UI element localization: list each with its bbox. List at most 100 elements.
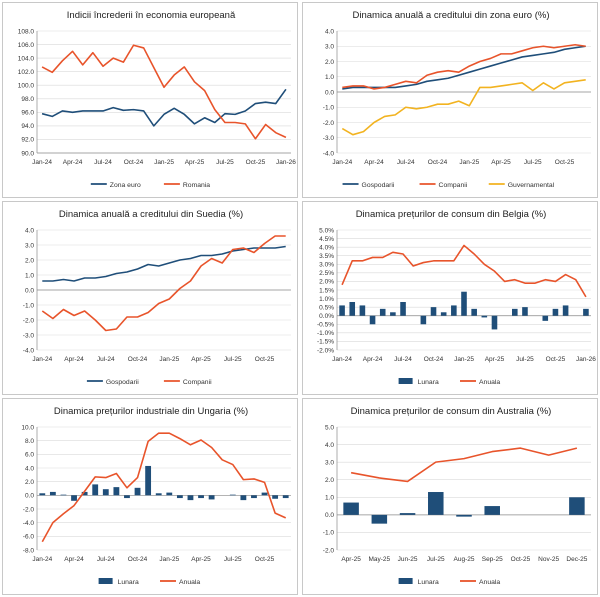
series-line-gospodarii: [342, 45, 586, 90]
bar-lunara: [49, 491, 56, 496]
bar-lunara: [145, 465, 152, 496]
x-tick-label: Jan-24: [32, 556, 52, 563]
y-tick-label: 3.0%: [319, 262, 334, 269]
y-tick-label: -1.0%: [317, 330, 334, 337]
x-tick-label: Jan-25: [159, 556, 179, 563]
y-tick-label: 0.0: [325, 89, 334, 96]
x-tick-label: Jul-24: [397, 159, 415, 166]
chart-confidence: Indicii încrederii în economia europeană…: [18, 10, 297, 189]
x-tick-label: Oct-24: [124, 159, 144, 166]
bar-lunara: [229, 494, 236, 496]
x-tick-label: Oct-25: [555, 159, 575, 166]
chart-title: Dinamica prețurilor industriale din Unga…: [54, 406, 248, 417]
y-tick-label: 2.0: [325, 59, 334, 66]
bar-lunara: [484, 506, 500, 515]
x-tick-label: Apr-25: [491, 159, 511, 166]
bar-lunara: [583, 308, 589, 316]
y-tick-label: -4.0: [23, 520, 35, 527]
bar-lunara: [339, 305, 345, 316]
bar-lunara: [456, 514, 472, 517]
y-tick-label: 3.5%: [319, 253, 334, 260]
y-tick-label: 1.0: [325, 74, 334, 81]
y-tick-label: -1.0: [23, 302, 35, 309]
series-line-companii: [342, 43, 586, 90]
y-tick-label: 98.0: [21, 96, 34, 103]
bar-lunara: [562, 305, 569, 316]
chart-title: Dinamica anuală a creditului din Suedia …: [59, 209, 243, 220]
bar-lunara: [481, 315, 488, 318]
x-tick-label: Oct-25: [546, 356, 566, 363]
bar-lunara: [400, 302, 406, 316]
x-tick-label: Jul-25: [516, 356, 534, 363]
y-tick-label: -8.0: [23, 547, 35, 554]
y-tick-label: 5.0: [325, 424, 334, 431]
bar-lunara: [187, 495, 194, 501]
series-line-guvernamental: [341, 79, 586, 136]
y-tick-label: -1.5%: [317, 339, 334, 346]
y-tick-label: -2.0: [23, 317, 35, 324]
chart-title: Dinamica prețurilor de consum din Belgia…: [356, 209, 547, 220]
y-tick-label: 1.0: [25, 272, 34, 279]
bar-lunara: [420, 315, 427, 325]
chart-panel-sweden-credit: Dinamica anuală a creditului din Suedia …: [2, 201, 298, 395]
x-tick-label: Jan-26: [576, 356, 596, 363]
legend-label-romania: Romania: [183, 182, 210, 189]
y-tick-label: 92.0: [21, 137, 34, 144]
x-tick-label: Jan-25: [159, 356, 179, 363]
bar-lunara: [166, 492, 173, 496]
x-tick-label: Oct-24: [428, 159, 448, 166]
y-tick-label: 3.0: [25, 242, 34, 249]
bar-lunara: [343, 502, 359, 515]
x-tick-label: Jan-25: [154, 159, 174, 166]
chart-title: Indicii încrederii în economia europeană: [67, 10, 236, 21]
y-tick-label: 96.0: [21, 110, 34, 117]
y-tick-label: 2.5%: [319, 270, 334, 277]
x-tick-label: Oct-24: [128, 356, 148, 363]
x-tick-label: Jul-25: [524, 159, 542, 166]
bar-lunara: [261, 492, 268, 496]
y-tick-label: 0.0: [325, 512, 334, 519]
x-tick-label: Jan-24: [32, 159, 52, 166]
x-tick-label: Jan-26: [276, 159, 296, 166]
x-tick-label: Oct-25: [255, 556, 275, 563]
x-tick-label: Apr-25: [341, 556, 361, 563]
y-tick-label: 0.0%: [319, 313, 334, 320]
x-tick-label: Jul-25: [427, 556, 445, 563]
y-tick-label: 2.0%: [319, 279, 334, 286]
x-tick-label: Apr-24: [64, 556, 84, 563]
legend-label-zona-euro: Zona euro: [110, 182, 141, 189]
y-tick-label: 5.0%: [319, 227, 334, 234]
chart-eurozone-credit: Dinamica anuală a creditului din zona eu…: [323, 10, 591, 189]
bar-lunara: [198, 495, 204, 499]
bar-lunara: [491, 315, 498, 330]
x-tick-label: Jul-24: [94, 159, 112, 166]
series-line-anuala: [350, 447, 578, 483]
y-tick-label: -1.0: [323, 105, 335, 112]
x-tick-label: Jan-24: [332, 356, 352, 363]
bar-lunara: [359, 305, 366, 316]
y-tick-label: 2.0: [25, 479, 34, 486]
bar-lunara: [113, 487, 120, 496]
x-tick-label: Jan-24: [332, 159, 352, 166]
x-tick-label: Jan-25: [459, 159, 479, 166]
y-tick-label: 0.5%: [319, 304, 334, 311]
chart-sweden-credit: Dinamica anuală a creditului din Suedia …: [23, 209, 291, 386]
bar-lunara: [522, 307, 528, 316]
y-tick-label: -6.0: [23, 534, 35, 541]
y-tick-label: 2.0: [25, 257, 34, 264]
bar-lunara: [428, 492, 444, 515]
y-tick-label: 8.0: [25, 438, 34, 445]
y-tick-label: 10.0: [21, 424, 34, 431]
legend-label-companii: Companii: [439, 182, 468, 189]
y-tick-label: 106.0: [18, 42, 35, 49]
series-line-romania: [41, 44, 287, 140]
x-tick-label: Sep-25: [482, 556, 503, 563]
y-tick-label: 4.0: [325, 28, 334, 35]
x-tick-label: Jul-24: [97, 556, 115, 563]
x-tick-label: Oct-25: [511, 556, 531, 563]
bar-lunara: [240, 495, 247, 501]
y-tick-label: -2.0: [323, 547, 335, 554]
bar-lunara: [399, 513, 416, 515]
y-tick-label: -3.0: [323, 135, 335, 142]
y-tick-label: 3.0: [325, 44, 334, 51]
